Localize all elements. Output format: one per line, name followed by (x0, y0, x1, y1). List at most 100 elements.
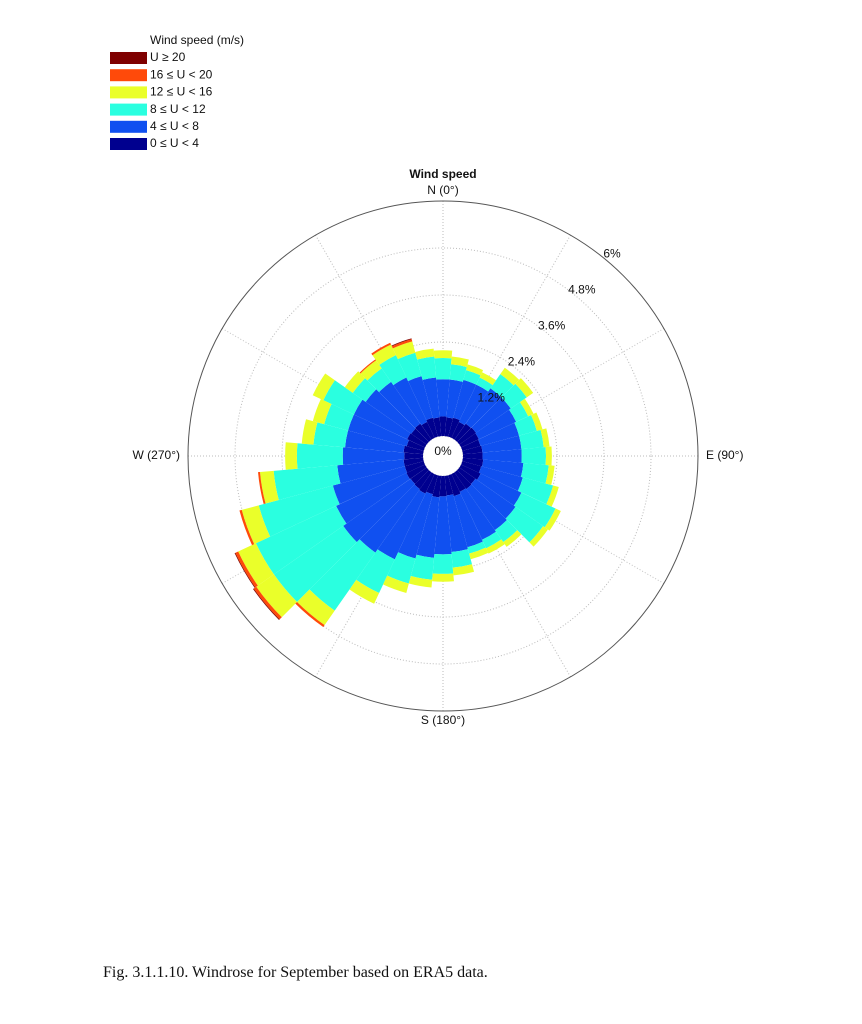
wind-sector (426, 474, 438, 495)
wind-sector (332, 466, 408, 505)
wind-sector (410, 554, 435, 580)
wind-sector (520, 398, 534, 417)
direction-label: E (90°) (706, 448, 743, 462)
wind-sector (481, 435, 522, 453)
wind-sector (517, 477, 554, 505)
wind-sector (406, 440, 425, 451)
wind-sector (410, 467, 429, 484)
wind-sector (451, 421, 465, 440)
wind-sector (398, 491, 433, 559)
wind-sector (432, 573, 454, 582)
wind-sector (391, 339, 413, 349)
direction-label: W (270°) (133, 448, 180, 462)
wind-sector (449, 364, 467, 382)
wind-sector (323, 380, 363, 415)
wind-sector (324, 404, 354, 431)
wind-sector (256, 574, 298, 618)
wind-sector (359, 484, 420, 553)
wind-sector (422, 377, 440, 419)
wind-sector (453, 379, 477, 421)
wind-sector (371, 342, 392, 356)
wind-sector (407, 433, 427, 448)
wind-sector (515, 378, 534, 398)
direction-label: N (0°) (427, 183, 458, 197)
wind-sector (273, 525, 357, 602)
wind-sector (379, 355, 407, 386)
legend-swatch (110, 86, 147, 99)
wind-sector (482, 531, 502, 549)
chart-title: Wind speed (409, 167, 476, 181)
wind-sector (415, 423, 432, 442)
wind-sector (432, 475, 442, 498)
wind-sector (406, 464, 427, 480)
wind-sector (465, 388, 502, 429)
wind-sector (295, 601, 325, 628)
wind-sector (372, 344, 396, 365)
wind-sector (258, 485, 340, 537)
legend-swatch (110, 138, 147, 150)
chart: Wind speed (m/s) Wind speed 0% 1.2% 2.4% 3.… (110, 33, 743, 727)
wind-sector (457, 427, 477, 445)
wind-sector (477, 473, 522, 506)
wind-sector (436, 379, 450, 417)
wind-sector (419, 472, 435, 494)
wind-sector (377, 490, 426, 560)
wind-sector (463, 370, 481, 385)
wind-sector (458, 384, 489, 426)
direction-label: S (180°) (421, 713, 465, 727)
wind-sector (360, 360, 382, 381)
wind-sector (411, 428, 429, 445)
wind-sector (529, 526, 548, 547)
wind-sector (454, 423, 471, 442)
wind-sector (313, 422, 349, 448)
wind-sector (461, 439, 481, 451)
wind-sector (481, 459, 524, 477)
legend-label: 0 ≤ U < 4 (150, 136, 199, 150)
wind-sector (309, 539, 376, 611)
grid-ring (187, 200, 699, 712)
wind-sector (241, 505, 271, 545)
wind-sector (459, 464, 481, 480)
center-hole (426, 439, 460, 473)
wind-sector (426, 417, 438, 438)
wind-sector (253, 586, 282, 620)
wind-sector (469, 547, 489, 560)
wind-sector (439, 416, 447, 437)
grid-ring (234, 247, 652, 665)
wind-sector (462, 457, 484, 467)
wind-sector (501, 383, 527, 409)
wind-sector (408, 575, 433, 588)
wind-sector (353, 399, 411, 440)
wind-sector (297, 589, 335, 626)
wind-sector (467, 541, 486, 554)
wind-sector (253, 588, 280, 620)
wind-sector (415, 348, 435, 360)
wind-sector (301, 419, 318, 445)
wind-sector (312, 373, 335, 401)
wind-sector (503, 530, 522, 547)
wind-sector (285, 442, 298, 470)
legend-label: 16 ≤ U < 20 (150, 67, 213, 81)
wind-sector (403, 445, 424, 455)
wind-sector (479, 372, 497, 386)
rose (234, 338, 561, 628)
wind-sector (454, 470, 472, 490)
wind-sector (393, 377, 428, 426)
wind-sector (255, 505, 347, 575)
wind-sector (345, 430, 405, 453)
wind-sector (462, 452, 483, 460)
wind-sector (434, 496, 452, 555)
wind-sector (416, 496, 440, 558)
caption: Fig. 3.1.1.10. Windrose for September ba… (103, 964, 488, 981)
wind-sector (453, 493, 483, 548)
wind-sector (494, 519, 518, 543)
wind-sector (482, 449, 522, 463)
r-tick-label: 3.6% (538, 319, 566, 333)
wind-sector (475, 409, 517, 440)
wind-sector (234, 552, 256, 588)
wind-sector (505, 506, 544, 543)
grid-ring (281, 294, 605, 618)
wind-sector (519, 429, 544, 450)
wind-sector (238, 543, 274, 586)
r-tick-label: 1.2% (478, 391, 506, 405)
